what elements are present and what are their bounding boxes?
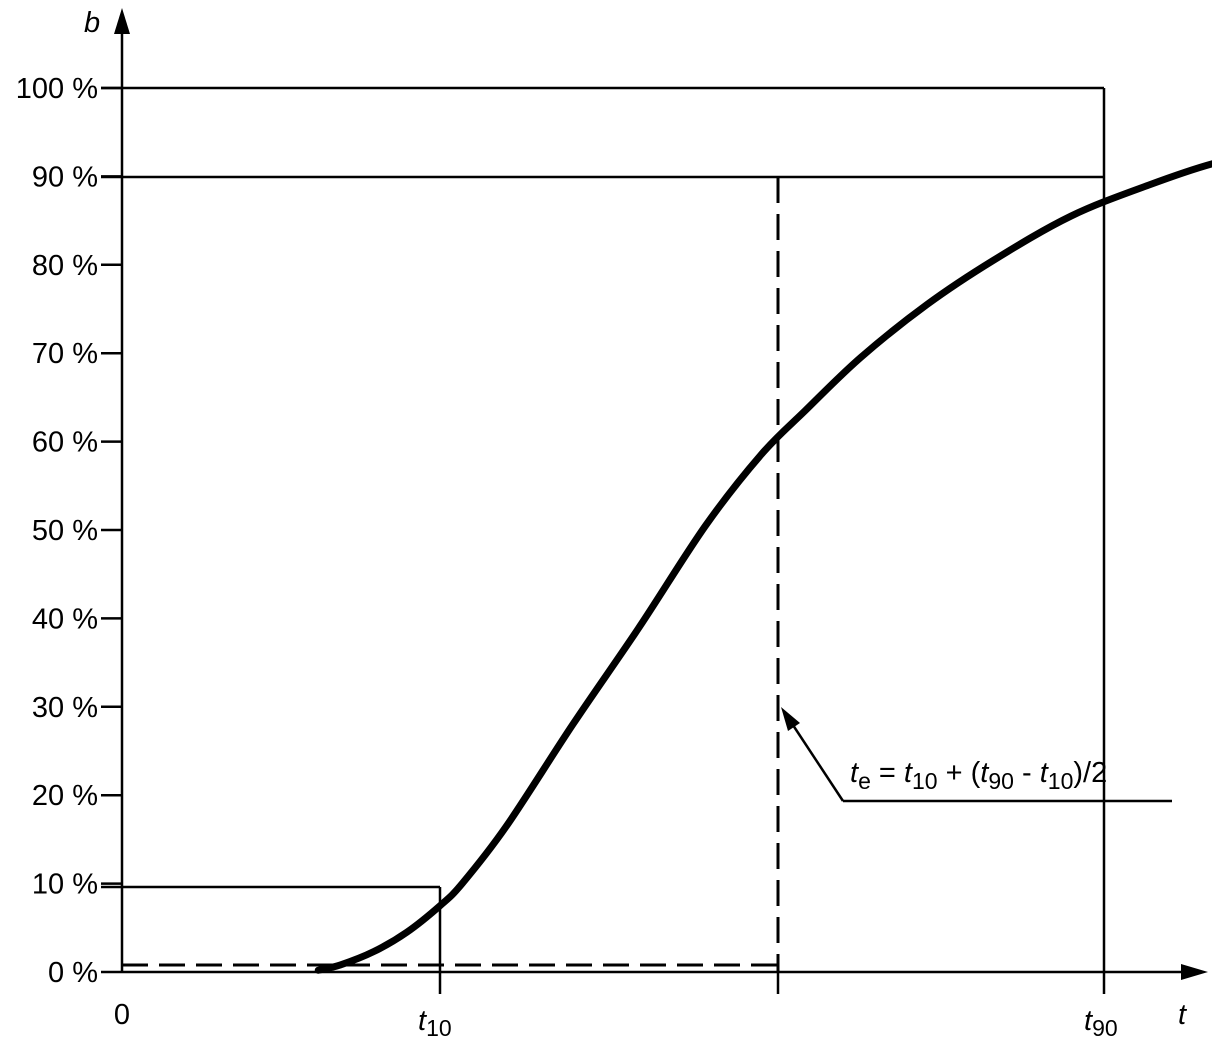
y-tick-label: 100 % — [16, 73, 98, 105]
y-tick-group: 0 % 10 % 20 % 30 % 40 % 50 % 60 % 70 % 80 % 90 % 1… — [16, 73, 122, 989]
formula-c-sub: 10 — [1048, 768, 1074, 794]
y-tick-label: 0 % — [48, 957, 98, 989]
x-mark-t90: t90 — [1084, 1005, 1118, 1040]
x-axis-title: t — [1178, 999, 1188, 1031]
x-mark-t90-base: t — [1084, 1005, 1094, 1037]
y-axis-title: b — [84, 7, 100, 39]
y-tick-label: 50 % — [32, 515, 98, 547]
formula-eq: = — [871, 757, 904, 789]
x-mark-t90-sub: 90 — [1092, 1015, 1118, 1040]
x-mark-t10-sub: 10 — [426, 1015, 452, 1040]
y-axis-arrow — [114, 8, 130, 34]
formula-tail: )/2 — [1073, 757, 1107, 789]
formula-minus: - — [1014, 757, 1040, 789]
formula-annotation: te = t10 + (t90 - t10)/2 — [781, 707, 1172, 803]
y-tick-label: 40 % — [32, 603, 98, 635]
y-tick-label: 10 % — [32, 869, 98, 901]
formula-lhs-base: t — [850, 757, 860, 789]
y-tick-label: 90 % — [32, 161, 98, 193]
y-tick-label: 20 % — [32, 780, 98, 812]
formula-a-base: t — [904, 757, 914, 789]
x-mark-t10-base: t — [418, 1005, 428, 1037]
y-tick-label: 80 % — [32, 250, 98, 282]
formula-b-base: t — [980, 757, 990, 789]
reference-lines — [101, 86, 1106, 994]
y-tick-label: 30 % — [32, 692, 98, 724]
x-mark-t10: t10 — [418, 1005, 452, 1040]
formula-c-base: t — [1040, 757, 1050, 789]
x-tick-origin: 0 — [114, 999, 130, 1031]
formula-text: te = t10 + (t90 - t10)/2 — [850, 757, 1107, 794]
formula-plus: + ( — [938, 757, 981, 789]
x-axis-arrow — [1181, 964, 1208, 980]
annotation-arrowhead — [781, 707, 800, 731]
formula-b-sub: 90 — [988, 768, 1014, 794]
series-line — [314, 160, 1212, 974]
formula-lhs-sub: e — [858, 768, 871, 794]
y-tick-label: 60 % — [32, 427, 98, 459]
formula-a-sub: 10 — [912, 768, 938, 794]
y-tick-label: 70 % — [32, 338, 98, 370]
annotation-leader — [785, 715, 845, 802]
